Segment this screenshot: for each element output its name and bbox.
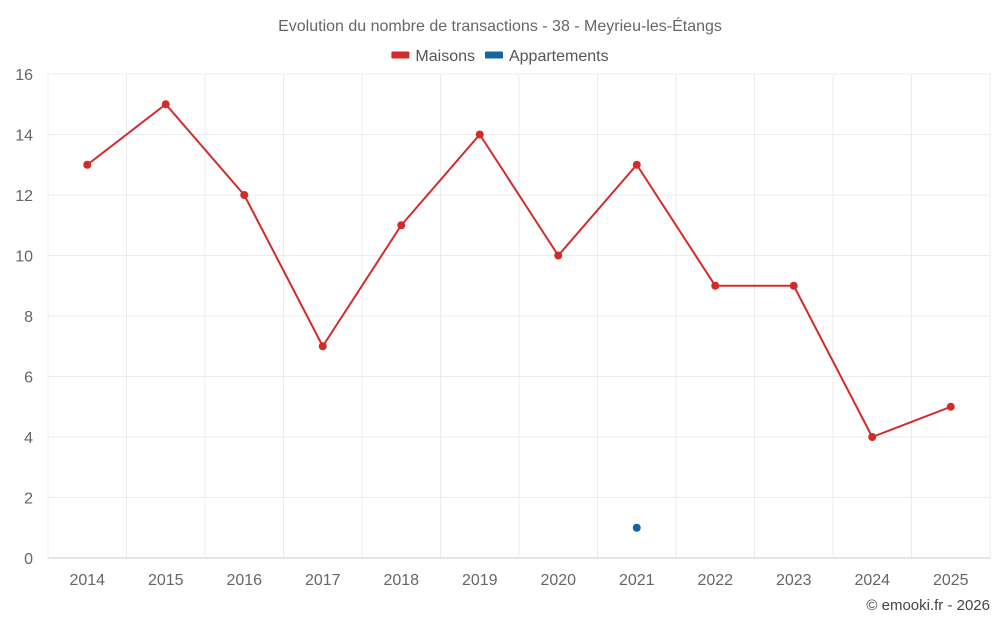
data-point-maisons[interactable] (397, 221, 406, 230)
y-tick-label: 12 (15, 188, 33, 205)
series-group (83, 100, 955, 532)
x-tick-label: 2019 (462, 572, 498, 589)
data-point-maisons[interactable] (83, 160, 92, 169)
y-axis-ticks: 0 2 4 6 8 10 12 14 16 (15, 67, 33, 568)
x-axis-ticks: 2014 2015 2016 2017 2018 2019 2020 2021 2022 2023… (69, 572, 968, 589)
y-tick-label: 14 (15, 128, 33, 145)
x-tick-label: 2021 (619, 572, 655, 589)
data-point-maisons[interactable] (240, 191, 249, 199)
data-point-maisons[interactable] (632, 160, 641, 169)
data-point-maisons[interactable] (789, 281, 798, 290)
x-tick-label: 2025 (933, 572, 969, 589)
x-tick-label: 2023 (776, 572, 812, 589)
legend-label: Maisons (415, 48, 475, 65)
y-tick-label: 10 (15, 249, 33, 266)
data-point-maisons[interactable] (868, 433, 877, 441)
data-point-maisons[interactable] (554, 251, 563, 260)
x-tick-label: 2017 (305, 572, 341, 589)
data-point-maisons[interactable] (475, 130, 484, 139)
y-tick-label: 0 (24, 551, 33, 568)
legend-item-maisons[interactable]: Maisons (391, 48, 475, 65)
x-tick-label: 2022 (697, 572, 733, 589)
chart-title: Evolution du nombre de transactions - 38… (278, 16, 722, 35)
legend-label: Appartements (509, 48, 609, 65)
y-tick-label: 2 (24, 491, 33, 508)
legend-item-appartements[interactable]: Appartements (484, 48, 609, 65)
x-tick-label: 2014 (69, 572, 105, 589)
data-point-maisons[interactable] (711, 281, 720, 290)
y-tick-label: 4 (24, 430, 33, 447)
data-point-maisons[interactable] (946, 402, 955, 411)
series-line-maisons (86, 103, 952, 438)
data-point-appartements[interactable] (632, 523, 641, 532)
y-tick-label: 8 (24, 309, 33, 326)
x-tick-label: 2024 (854, 572, 890, 589)
legend: Maisons Appartements (391, 48, 609, 65)
x-tick-label: 2020 (540, 572, 576, 589)
y-tick-label: 6 (24, 370, 33, 387)
credit-text: © emooki.fr - 2026 (866, 597, 990, 614)
x-tick-label: 2015 (148, 572, 184, 589)
legend-swatch (391, 51, 410, 59)
data-point-maisons[interactable] (318, 342, 327, 351)
y-tick-label: 16 (15, 67, 33, 84)
legend-swatch (484, 51, 503, 59)
data-point-maisons[interactable] (161, 100, 170, 109)
x-tick-label: 2018 (383, 572, 419, 589)
x-gridlines (47, 74, 991, 558)
x-tick-label: 2016 (226, 572, 262, 589)
